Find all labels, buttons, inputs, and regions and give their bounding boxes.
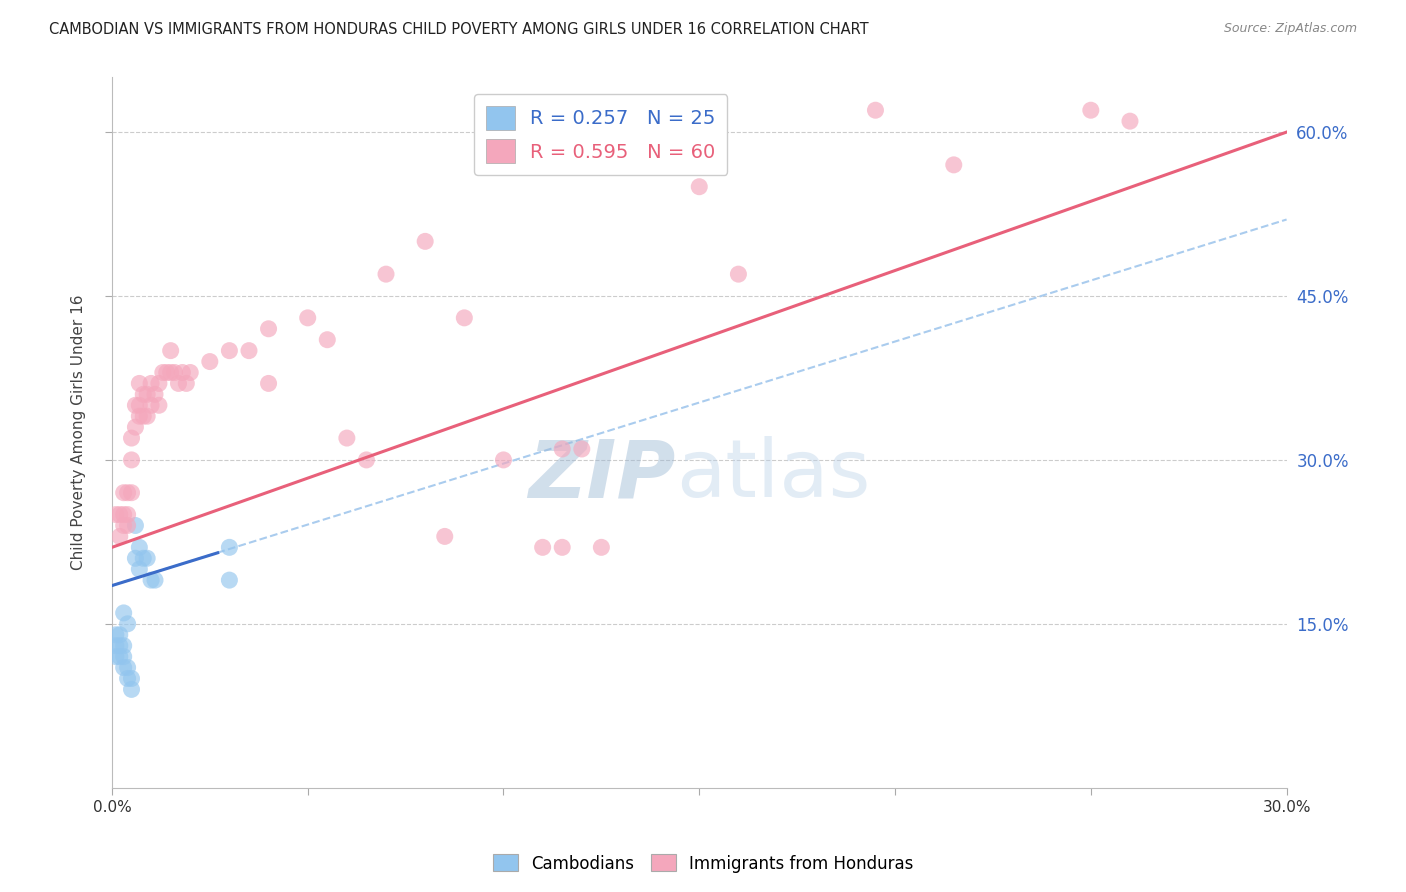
Point xyxy=(132,387,155,401)
Point xyxy=(124,518,146,533)
Point xyxy=(124,420,146,434)
Point xyxy=(257,376,280,391)
Point xyxy=(124,551,146,566)
Point xyxy=(159,366,181,380)
Point xyxy=(143,573,166,587)
Point xyxy=(104,628,127,642)
Point xyxy=(117,485,139,500)
Point xyxy=(117,672,139,686)
Point xyxy=(551,541,574,555)
Point xyxy=(112,649,135,664)
Point xyxy=(128,562,150,576)
Point xyxy=(121,682,143,697)
Point xyxy=(218,343,240,358)
Point xyxy=(257,322,280,336)
Point xyxy=(152,366,174,380)
Point xyxy=(112,606,135,620)
Point xyxy=(121,485,143,500)
Point xyxy=(108,639,131,653)
Point xyxy=(531,541,554,555)
Point xyxy=(117,518,139,533)
Point xyxy=(112,660,135,674)
Point xyxy=(121,453,143,467)
Point xyxy=(117,616,139,631)
Point xyxy=(132,409,155,424)
Point xyxy=(112,518,135,533)
Point xyxy=(128,376,150,391)
Point xyxy=(172,366,194,380)
Point xyxy=(453,310,475,325)
Point xyxy=(132,551,155,566)
Point xyxy=(104,649,127,664)
Point xyxy=(143,387,166,401)
Legend: R = 0.257   N = 25, R = 0.595   N = 60: R = 0.257 N = 25, R = 0.595 N = 60 xyxy=(474,95,727,175)
Point xyxy=(117,508,139,522)
Point xyxy=(136,551,159,566)
Point xyxy=(108,508,131,522)
Point xyxy=(865,103,887,118)
Point xyxy=(108,649,131,664)
Point xyxy=(218,573,240,587)
Point xyxy=(167,376,190,391)
Point xyxy=(128,409,150,424)
Point xyxy=(148,376,170,391)
Point xyxy=(121,672,143,686)
Point xyxy=(121,431,143,445)
Point xyxy=(108,628,131,642)
Point xyxy=(163,366,186,380)
Point xyxy=(139,376,162,391)
Point xyxy=(136,387,159,401)
Point xyxy=(108,529,131,543)
Point xyxy=(198,354,221,368)
Point xyxy=(336,431,359,445)
Point xyxy=(176,376,198,391)
Point xyxy=(124,398,146,412)
Point xyxy=(104,508,127,522)
Point xyxy=(112,639,135,653)
Point xyxy=(688,179,710,194)
Text: atlas: atlas xyxy=(676,436,870,514)
Point xyxy=(179,366,201,380)
Point xyxy=(316,333,339,347)
Point xyxy=(433,529,456,543)
Point xyxy=(218,541,240,555)
Point xyxy=(297,310,319,325)
Point xyxy=(375,267,398,281)
Point xyxy=(128,541,150,555)
Point xyxy=(117,660,139,674)
Point xyxy=(727,267,749,281)
Point xyxy=(159,343,181,358)
Text: CAMBODIAN VS IMMIGRANTS FROM HONDURAS CHILD POVERTY AMONG GIRLS UNDER 16 CORRELA: CAMBODIAN VS IMMIGRANTS FROM HONDURAS CH… xyxy=(49,22,869,37)
Point xyxy=(571,442,593,456)
Point xyxy=(413,235,436,249)
Point xyxy=(1080,103,1102,118)
Point xyxy=(356,453,378,467)
Text: Source: ZipAtlas.com: Source: ZipAtlas.com xyxy=(1223,22,1357,36)
Point xyxy=(104,639,127,653)
Point xyxy=(492,453,515,467)
Point xyxy=(128,398,150,412)
Point xyxy=(942,158,965,172)
Y-axis label: Child Poverty Among Girls Under 16: Child Poverty Among Girls Under 16 xyxy=(72,295,86,570)
Point xyxy=(148,398,170,412)
Point xyxy=(238,343,260,358)
Point xyxy=(136,409,159,424)
Point xyxy=(551,442,574,456)
Point xyxy=(112,485,135,500)
Point xyxy=(112,508,135,522)
Point xyxy=(139,573,162,587)
Point xyxy=(1119,114,1142,128)
Legend: Cambodians, Immigrants from Honduras: Cambodians, Immigrants from Honduras xyxy=(486,847,920,880)
Point xyxy=(156,366,179,380)
Point xyxy=(139,398,162,412)
Point xyxy=(591,541,613,555)
Text: ZIP: ZIP xyxy=(529,436,676,514)
